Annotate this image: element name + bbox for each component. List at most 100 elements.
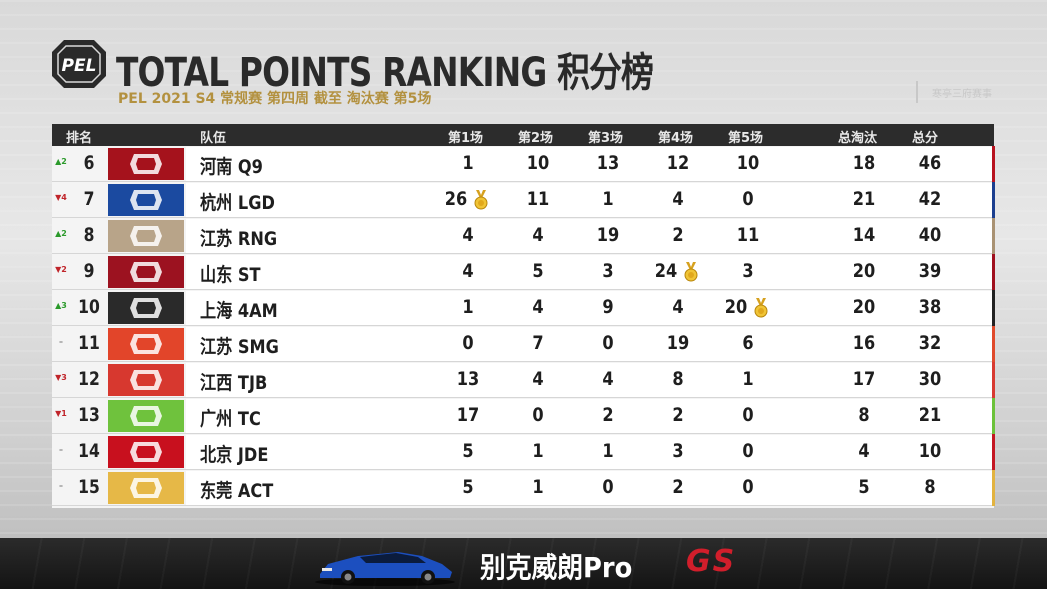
team-name: 杭州 LGD bbox=[200, 192, 275, 214]
cell-kills: 21 bbox=[852, 188, 876, 210]
sponsor-text: 别克威朗Pro bbox=[480, 551, 633, 584]
cell-kills: 4 bbox=[858, 440, 870, 462]
row-background bbox=[186, 399, 992, 433]
table-row: ▼2 9 山东 ST 4 5 3 24 3 20 39 bbox=[52, 254, 995, 290]
cell-kills: 20 bbox=[852, 260, 876, 282]
col-rank: 排名 bbox=[66, 131, 93, 146]
cell-m5: 6 bbox=[742, 332, 754, 354]
cell-m4: 3 bbox=[672, 440, 684, 462]
lgd-logo-icon bbox=[108, 184, 184, 216]
cell-m5: 0 bbox=[742, 440, 754, 462]
cell-total: 30 bbox=[918, 368, 942, 390]
cell-m4: 2 bbox=[672, 404, 684, 426]
page-title: TOTAL POINTS RANKING 积分榜 bbox=[116, 50, 654, 96]
rank-number: 7 bbox=[83, 188, 95, 210]
col-m4: 第4场 bbox=[658, 131, 694, 146]
row-background bbox=[186, 471, 992, 505]
cell-kills: 8 bbox=[858, 404, 870, 426]
act-logo-icon bbox=[108, 472, 184, 504]
cell-m5: 20 bbox=[724, 296, 748, 318]
rank-number: 15 bbox=[78, 476, 100, 498]
row-background bbox=[186, 147, 992, 181]
team-color-bar bbox=[992, 326, 995, 362]
cell-m3: 0 bbox=[602, 476, 614, 498]
rank-change: – bbox=[59, 481, 63, 490]
cell-kills: 17 bbox=[852, 368, 876, 390]
cell-m3: 13 bbox=[596, 152, 620, 174]
car-icon bbox=[315, 552, 455, 586]
cell-m4: 4 bbox=[672, 296, 684, 318]
smg-logo-icon bbox=[108, 328, 184, 360]
sponsor-gs-badge: GS bbox=[686, 544, 737, 579]
table-row: ▲3 10 上海 4AM 1 4 9 4 20 20 38 bbox=[52, 290, 995, 326]
team-color-bar bbox=[992, 182, 995, 218]
col-m3: 第3场 bbox=[588, 131, 624, 146]
cell-m4: 8 bbox=[672, 368, 684, 390]
cell-m3: 3 bbox=[602, 260, 614, 282]
cell-m5: 0 bbox=[742, 188, 754, 210]
table-row: – 11 江苏 SMG 0 7 0 19 6 16 32 bbox=[52, 326, 995, 362]
team-name: 江苏 RNG bbox=[200, 228, 278, 250]
rank-change: ▲3 bbox=[55, 301, 67, 310]
cell-m3: 4 bbox=[602, 368, 614, 390]
team-name: 山东 ST bbox=[200, 264, 261, 286]
ranking-table: 排名 队伍 第1场 第2场 第3场 第4场 第5场 总淘汰 总分 ▲2 6 河南 Q… bbox=[52, 124, 995, 508]
cell-m1: 5 bbox=[462, 440, 474, 462]
cell-m4: 2 bbox=[672, 476, 684, 498]
cell-m2: 1 bbox=[532, 476, 544, 498]
cell-m4: 19 bbox=[666, 332, 690, 354]
team-color-bar bbox=[992, 398, 995, 434]
cell-total: 38 bbox=[918, 296, 942, 318]
cell-total: 21 bbox=[918, 404, 942, 426]
cell-m1: 5 bbox=[462, 476, 474, 498]
page-subtitle: PEL 2021 S4 常规赛 第四周 截至 淘汰赛 第5场 bbox=[118, 91, 432, 107]
winner-medal-icon bbox=[754, 298, 768, 318]
team-color-bar bbox=[992, 218, 995, 254]
cell-m2: 0 bbox=[532, 404, 544, 426]
watermark-icon bbox=[916, 81, 928, 103]
cell-kills: 20 bbox=[852, 296, 876, 318]
col-total: 总分 bbox=[912, 131, 939, 146]
cell-m4: 12 bbox=[666, 152, 690, 174]
rank-change: ▼3 bbox=[55, 373, 67, 382]
sponsor-banner: 别克威朗Pro GS bbox=[0, 538, 1047, 589]
cell-m2: 11 bbox=[526, 188, 550, 210]
rank-change: – bbox=[59, 445, 63, 454]
cell-total: 42 bbox=[918, 188, 942, 210]
rank-change: ▲2 bbox=[55, 157, 67, 166]
cell-kills: 14 bbox=[852, 224, 876, 246]
cell-m3: 0 bbox=[602, 332, 614, 354]
team-color-bar bbox=[992, 290, 995, 326]
rank-change: ▼1 bbox=[55, 409, 67, 418]
cell-m4: 2 bbox=[672, 224, 684, 246]
rank-number: 10 bbox=[78, 296, 100, 318]
col-m2: 第2场 bbox=[518, 131, 554, 146]
cell-m2: 5 bbox=[532, 260, 544, 282]
cell-m1: 1 bbox=[462, 152, 474, 174]
cell-kills: 5 bbox=[858, 476, 870, 498]
row-background bbox=[186, 255, 992, 289]
table-row: – 15 东莞 ACT 5 1 0 2 0 5 8 bbox=[52, 470, 995, 506]
cell-total: 10 bbox=[918, 440, 942, 462]
cell-m2: 1 bbox=[532, 440, 544, 462]
cell-m2: 4 bbox=[532, 368, 544, 390]
cell-m1: 4 bbox=[462, 260, 474, 282]
team-name: 上海 4AM bbox=[200, 300, 278, 322]
cell-m3: 1 bbox=[602, 440, 614, 462]
cell-total: 40 bbox=[918, 224, 942, 246]
rank-number: 14 bbox=[78, 440, 100, 462]
row-background bbox=[186, 327, 992, 361]
winner-medal-icon bbox=[684, 262, 698, 282]
banner-texture bbox=[0, 538, 1047, 589]
col-m1: 第1场 bbox=[448, 131, 484, 146]
cell-m1: 26 bbox=[444, 188, 468, 210]
rank-number: 12 bbox=[78, 368, 100, 390]
cell-m3: 9 bbox=[602, 296, 614, 318]
cell-m2: 10 bbox=[526, 152, 550, 174]
cell-m5: 10 bbox=[736, 152, 760, 174]
table-row: ▼1 13 广州 TC 17 0 2 2 0 8 21 bbox=[52, 398, 995, 434]
team-name: 河南 Q9 bbox=[200, 156, 263, 178]
cell-m5: 1 bbox=[742, 368, 754, 390]
cell-m5: 0 bbox=[742, 404, 754, 426]
rank-change: ▲2 bbox=[55, 229, 67, 238]
